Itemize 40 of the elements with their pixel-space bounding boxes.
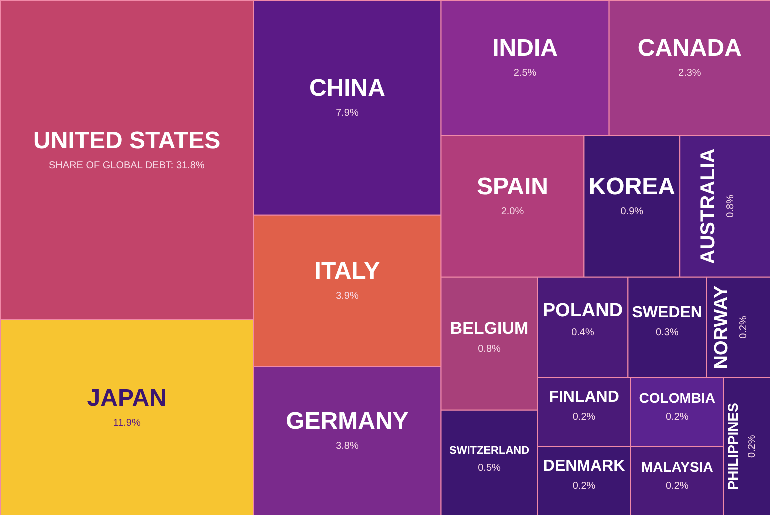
category-label: DENMARK (543, 458, 626, 476)
data-label: 0.8% (478, 344, 502, 355)
category-label: KOREA (588, 173, 676, 200)
category-label: FINLAND (549, 389, 620, 406)
data-label: 0.2% (738, 316, 750, 339)
category-label: ITALY (314, 258, 380, 285)
data-label: 0.2% (572, 481, 596, 492)
category-label: PHILIPPINES (725, 403, 742, 490)
data-label: SHARE OF GLOBAL DEBT: 31.8% (49, 160, 205, 172)
data-label: 2.0% (501, 206, 524, 218)
data-label: 0.9% (620, 206, 644, 218)
data-label: 7.9% (336, 108, 359, 119)
category-label: INDIA (492, 34, 558, 62)
data-label: 0.2% (572, 412, 596, 424)
category-label: POLAND (542, 300, 624, 322)
category-label: UNITED STATES (34, 127, 221, 154)
data-label: 0.4% (572, 328, 594, 339)
data-label: 11.9% (113, 418, 141, 429)
category-label: NORWAY (712, 286, 733, 370)
category-label: SWEDEN (632, 304, 702, 322)
category-label: CHINA (309, 74, 386, 102)
category-label: GERMANY (286, 408, 409, 435)
data-label: 3.8% (336, 440, 359, 452)
data-label: 0.3% (656, 328, 679, 339)
category-label: CANADA (638, 34, 742, 62)
category-label: JAPAN (87, 384, 167, 412)
category-label: SPAIN (476, 173, 549, 200)
data-label: 0.2% (747, 435, 758, 458)
data-label: 2.3% (678, 68, 702, 79)
category-label: COLOMBIA (639, 390, 716, 406)
data-label: 3.9% (336, 290, 359, 302)
data-label: 0.2% (666, 481, 689, 492)
category-label: AUSTRALIA (697, 148, 720, 264)
data-label: 0.2% (666, 412, 689, 424)
data-label: 0.5% (478, 462, 502, 474)
category-label: SWITZERLAND (449, 444, 530, 457)
category-label: MALAYSIA (641, 459, 714, 476)
data-label: 0.8% (725, 194, 736, 218)
category-label: BELGIUM (450, 318, 529, 338)
data-label: 2.5% (514, 68, 537, 79)
